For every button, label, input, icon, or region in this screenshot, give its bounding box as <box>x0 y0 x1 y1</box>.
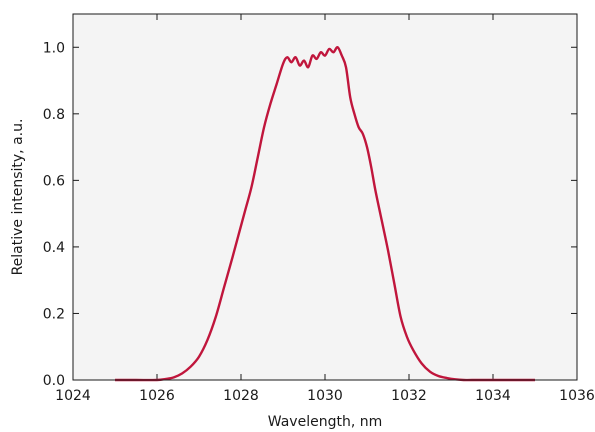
plot-area <box>73 14 577 380</box>
x-tick-label: 1026 <box>139 388 175 404</box>
y-tick-label: 0.8 <box>43 107 65 123</box>
x-tick-label: 1024 <box>55 388 91 404</box>
y-axis-label: Relative intensity, a.u. <box>10 119 26 276</box>
y-axis-ticks: 0.0 0.2 0.4 0.6 0.8 1.0 <box>43 40 577 389</box>
x-tick-label: 1036 <box>559 388 595 404</box>
spectrum-line <box>114 46 535 382</box>
x-tick-label: 1034 <box>475 388 511 404</box>
plot-frame <box>72 13 578 381</box>
x-axis-label: Wavelength, nm <box>268 414 382 430</box>
y-tick-label: 0.2 <box>43 306 65 322</box>
y-tick-label: 0.6 <box>43 173 65 189</box>
y-tick-label: 1.0 <box>43 40 65 56</box>
y-tick-label: 0.4 <box>43 240 65 256</box>
x-tick-label: 1032 <box>391 388 427 404</box>
x-tick-label: 1030 <box>307 388 343 404</box>
x-tick-label: 1028 <box>223 388 259 404</box>
y-tick-label: 0.0 <box>43 373 65 389</box>
